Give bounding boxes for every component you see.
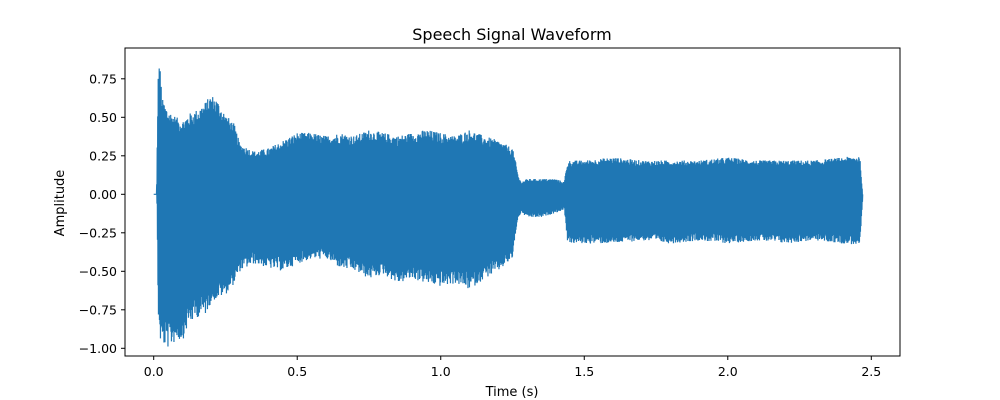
- waveform-series-line: [153, 68, 864, 347]
- x-tick-label: 2.0: [718, 364, 738, 379]
- y-tick-label: 0.25: [89, 148, 117, 163]
- x-axis-ticks: 0.0 0.5 1.0 1.5 2.0 2.5: [144, 356, 881, 379]
- plot-area: [153, 68, 864, 347]
- y-tick-label: 0.75: [89, 71, 117, 86]
- x-tick-label: 2.5: [861, 364, 881, 379]
- y-axis-label: Amplitude: [53, 170, 68, 237]
- y-tick-label: 0.50: [89, 110, 117, 125]
- y-tick-label: 0.00: [89, 187, 117, 202]
- x-tick-label: 0.5: [287, 364, 307, 379]
- chart-title: Speech Signal Waveform: [412, 25, 611, 44]
- y-tick-label: −0.25: [79, 225, 117, 240]
- x-axis-label: Time (s): [485, 385, 539, 400]
- x-tick-label: 0.0: [144, 364, 164, 379]
- y-tick-label: −0.50: [79, 264, 117, 279]
- y-axis-ticks: −1.00 −0.75 −0.50 −0.25 0.00 0.25 0.50 0.75: [79, 71, 125, 356]
- x-tick-label: 1.5: [574, 364, 594, 379]
- axes-frame: [124, 47, 901, 357]
- y-tick-label: −0.75: [79, 302, 117, 317]
- y-tick-label: −1.00: [79, 341, 117, 356]
- x-tick-label: 1.0: [431, 364, 451, 379]
